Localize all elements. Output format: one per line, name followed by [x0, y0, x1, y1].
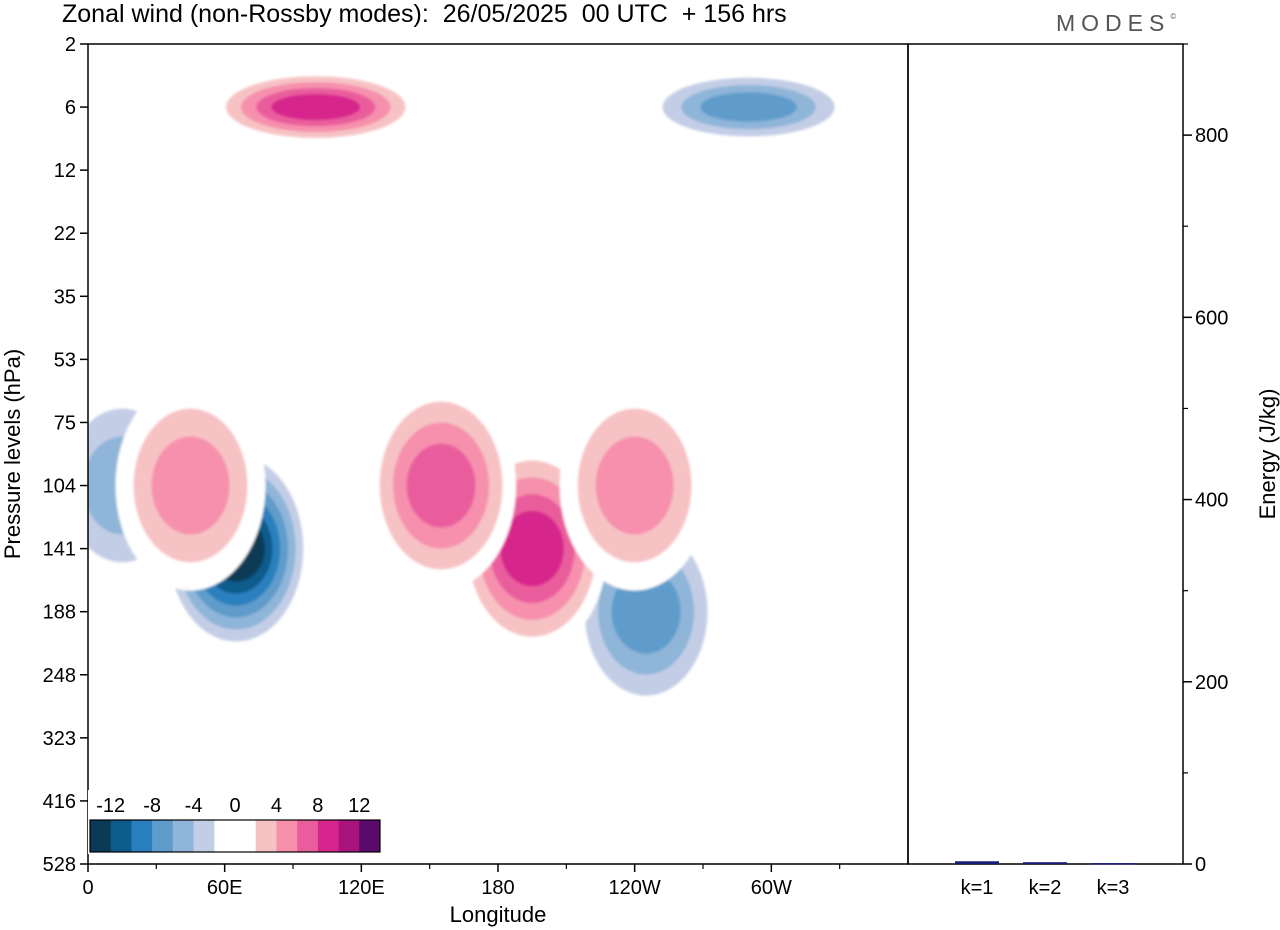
- colorbar-label: -4: [185, 795, 203, 817]
- contour-band: [500, 510, 564, 587]
- colorbar-label: 0: [229, 795, 240, 817]
- energy-panel-frame: [907, 43, 1184, 865]
- energy-bar: [1091, 863, 1135, 865]
- colorbar-swatch: [131, 820, 153, 852]
- colorbar-swatch: [110, 820, 132, 852]
- y-tick-label: 12: [54, 160, 76, 182]
- y-tick-label: 6: [65, 97, 76, 119]
- colorbar-swatch: [90, 820, 112, 852]
- colorbar-label: 12: [348, 795, 370, 817]
- energy-category-label: k=2: [1029, 877, 1062, 899]
- energy-bar: [955, 861, 999, 864]
- contour-band: [611, 569, 681, 654]
- y-tick-label: 75: [54, 412, 76, 434]
- y-tick-label: 528: [43, 854, 76, 876]
- colorbar-swatch: [152, 820, 174, 852]
- colorbar-swatch: [214, 820, 236, 852]
- x-tick-label: 120W: [609, 877, 661, 899]
- y-tick-label: 188: [43, 602, 76, 624]
- energy-bar: [1023, 862, 1067, 864]
- brand-mark: ©: [1170, 12, 1177, 21]
- colorbar-label: 8: [312, 795, 323, 817]
- energy-tick-label: 200: [1195, 672, 1228, 694]
- x-tick-label: 60E: [207, 877, 243, 899]
- y-axis-label: Pressure levels (hPa): [0, 349, 25, 559]
- x-tick-label: 180: [481, 877, 514, 899]
- x-axis: 0 60E 120E 180 120W 60W: [82, 864, 841, 899]
- y-tick-label: 104: [43, 476, 76, 498]
- x-tick-label: 60W: [751, 877, 792, 899]
- y-tick-label: 35: [54, 286, 76, 308]
- y-tick-label: 141: [43, 539, 76, 561]
- x-axis-label: Longitude: [450, 902, 547, 927]
- energy-tick-label: 600: [1195, 307, 1228, 329]
- colorbar-swatch: [276, 820, 298, 852]
- brand-text: MODES: [1056, 10, 1171, 36]
- energy-tick-label: 400: [1195, 490, 1228, 512]
- y-tick-label: 416: [43, 791, 76, 813]
- colorbar-swatch: [235, 820, 257, 852]
- y-axis: 2 6 12 22 35 53 75 104 141 188 248 323 416 528: [43, 34, 88, 876]
- colorbar-swatch: [297, 820, 319, 852]
- colorbar: -12 -8 -4 0 4 8 12: [88, 790, 382, 854]
- y-tick-label: 248: [43, 665, 76, 687]
- positive-anomaly: [210, 70, 421, 144]
- energy-tick-label: 0: [1195, 854, 1206, 876]
- y-tick-label: 22: [54, 223, 76, 245]
- energy-axis-label: Energy (J/kg): [1255, 389, 1280, 520]
- positive-anomaly: [366, 380, 517, 591]
- heatmap-field: [88, 70, 854, 717]
- negative-anomaly: [643, 70, 854, 144]
- contour-band: [595, 436, 674, 535]
- energy-bars: k=1 k=2 k=3: [955, 861, 1135, 899]
- energy-axis: 0 200 400 600 800: [1183, 43, 1228, 876]
- colorbar-swatch: [172, 820, 194, 852]
- chart-title: Zonal wind (non-Rossby modes): 26/05/202…: [62, 0, 787, 28]
- colorbar-label: -8: [143, 795, 161, 817]
- colorbar-label: 4: [271, 795, 282, 817]
- energy-category-label: k=3: [1097, 877, 1130, 899]
- colorbar-swatch: [359, 820, 381, 852]
- colorbar-frame: [89, 819, 381, 853]
- energy-category-label: k=1: [961, 877, 994, 899]
- colorbar-swatch: [193, 820, 215, 852]
- colorbar-label: -12: [96, 795, 125, 817]
- x-tick-label: 0: [82, 877, 93, 899]
- positive-anomaly: [115, 380, 266, 591]
- contour-band: [406, 443, 476, 528]
- y-tick-label: 53: [54, 349, 76, 371]
- colorbar-swatch: [338, 820, 360, 852]
- y-tick-label: 2: [65, 34, 76, 56]
- colorbar-swatch: [317, 820, 339, 852]
- colorbar-swatch: [255, 820, 277, 852]
- contour-band: [271, 93, 361, 121]
- y-tick-label: 323: [43, 728, 76, 750]
- positive-anomaly: [559, 380, 710, 591]
- modes-logo: MODES©: [1056, 10, 1176, 37]
- contour-band: [700, 92, 797, 122]
- x-tick-label: 120E: [338, 877, 385, 899]
- energy-tick-label: 800: [1195, 125, 1228, 147]
- contour-band: [151, 436, 230, 535]
